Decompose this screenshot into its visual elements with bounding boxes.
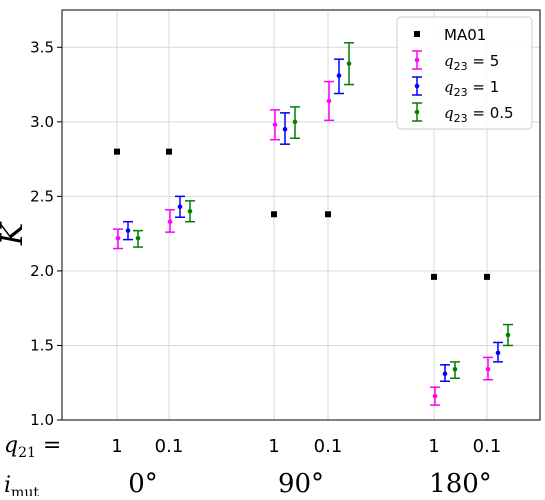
data-marks [113,42,513,406]
data-point [167,219,173,225]
reference-marker [114,148,120,155]
group-label: 0° [128,469,158,496]
group-label: 90° [278,469,324,496]
legend-label: q23 = 1 [444,78,499,99]
reference-marker [431,273,437,280]
data-point [115,235,121,241]
q21-tick-label: 0.1 [314,436,343,457]
legend-point [414,109,420,115]
q21-tick-label: 1 [268,436,279,457]
data-point [505,332,511,338]
data-point [336,73,342,78]
data-point [452,367,458,372]
y-tick-label: 1.0 [30,411,54,429]
y-tick-label: 3.5 [30,38,54,56]
y-tick-label: 2.5 [30,187,54,205]
q21-tick-label: 1 [428,436,439,457]
row-label: q21 = [4,433,61,461]
data-point [282,126,288,132]
q21-tick-label: 0.1 [473,436,502,457]
legend-marker-square [414,31,420,37]
legend-box [396,16,533,130]
legend-label: MA01 [444,26,486,44]
y-tick-label: 3.0 [30,113,54,131]
data-point [125,228,131,233]
group-label: 180° [429,469,492,496]
data-point [326,98,332,104]
q21-tick-label: 0.1 [155,436,184,457]
y-tick-label: 2.0 [30,262,54,280]
data-point [272,122,278,128]
data-point [346,61,352,66]
legend: MA01 q23 = 5 q23 = 1 q23 = 0.5 [396,16,533,130]
reference-marker [484,273,490,280]
reference-marker [271,211,277,218]
data-point [485,367,491,372]
x-axis-labels: q21 = imut 1 0.1 0° 1 0.1 90° 1 0.1 180° [4,433,502,500]
legend-point [414,83,420,89]
row-label: imut [4,473,39,496]
y-axis-label: K [0,221,30,246]
legend-label: q23 = 5 [444,52,499,73]
data-point [187,208,193,214]
data-point [442,371,448,377]
data-point [495,350,501,356]
axis-ticks: 1.0 1.5 2.0 2.5 3.0 3.5 [30,38,62,429]
y-tick-label: 1.5 [30,336,54,354]
data-point [432,393,438,399]
legend-point [414,57,420,63]
data-point [292,119,298,125]
data-point [135,235,141,241]
data-point [177,204,183,210]
q21-tick-label: 1 [111,436,122,457]
reference-marker [325,211,331,218]
plot-frame [61,9,541,421]
reference-marker [166,148,172,155]
legend-label: q23 = 0.5 [444,104,514,125]
